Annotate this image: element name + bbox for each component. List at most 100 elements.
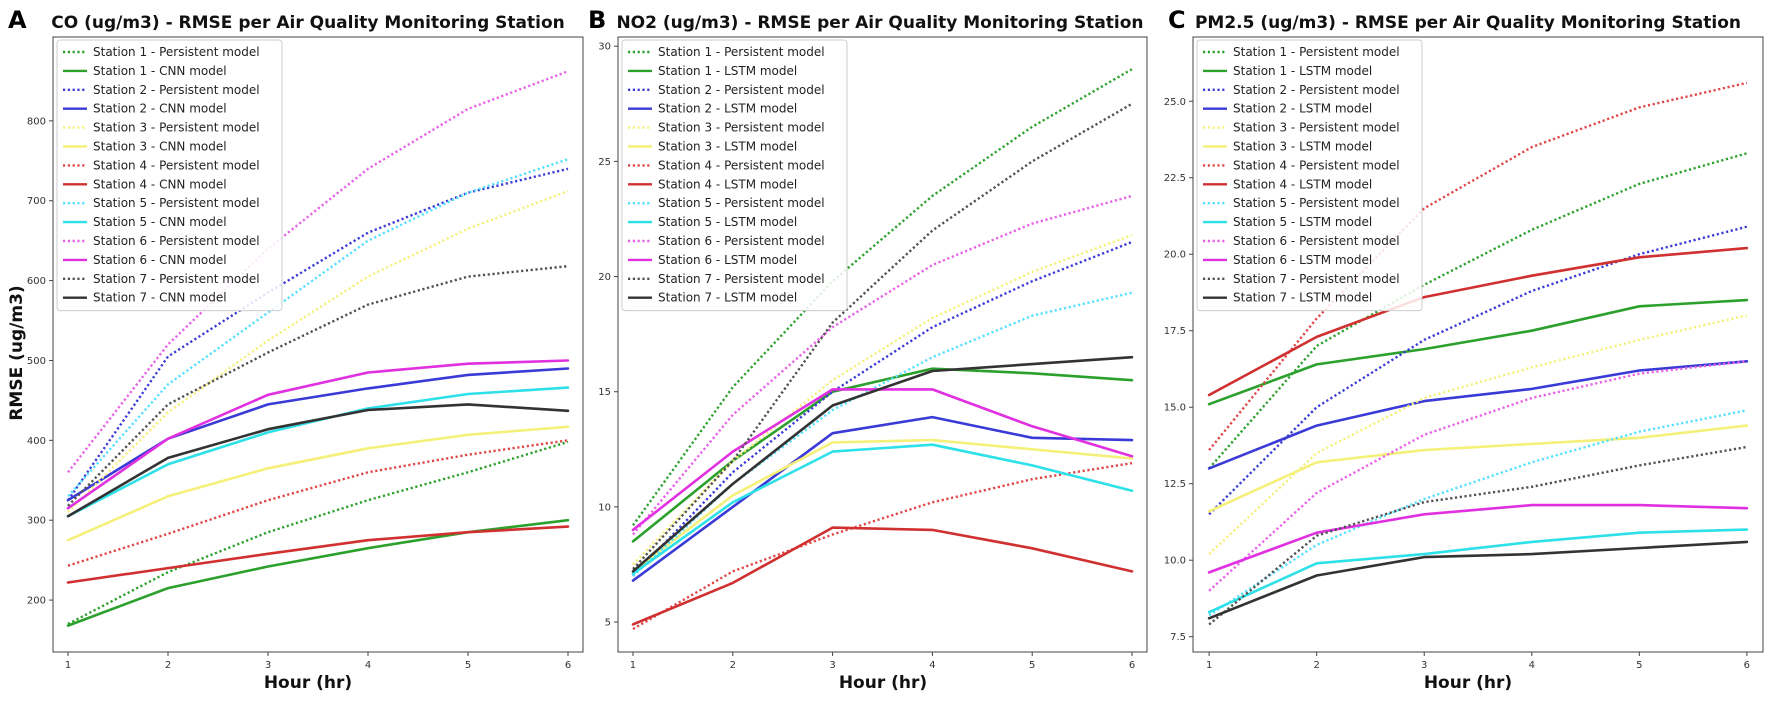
panel-b-y-tick-label: 15 <box>598 387 611 398</box>
series-line <box>1207 503 1749 574</box>
legend-entry-label: Station 2 - Persistent model <box>93 83 260 97</box>
panel-c-title: PM2.5 (ug/m3) - RMSE per Air Quality Mon… <box>1195 13 1741 33</box>
panel-c: C PM2.5 (ug/m3) - RMSE per Air Quality M… <box>1164 6 1764 693</box>
legend-entry-label: Station 1 - Persistent model <box>1233 45 1400 59</box>
panel-a-x-tick-label: 1 <box>65 660 71 671</box>
series-line <box>67 265 569 507</box>
panel-a-ticks: 1 2 3 4 5 6 200 300 400 500 600 700 800 <box>27 116 571 671</box>
panel-a-x-tick-label: 6 <box>565 660 571 671</box>
legend-entry-label: Station 7 - LSTM model <box>658 291 797 305</box>
panel-c-ticks: 1 2 3 4 5 6 7.5 10.0 12.5 15.0 17.5 20.0 22.5 25.0 <box>1164 97 1750 671</box>
panel-a-x-tick-label: 5 <box>465 660 471 671</box>
series-line <box>1208 445 1748 626</box>
panel-b-y-tick-label: 5 <box>605 618 611 629</box>
series-line <box>632 461 1133 631</box>
panel-c-y-tick-label: 25.0 <box>1164 97 1186 108</box>
series-line <box>632 240 1133 577</box>
series-line <box>1208 81 1748 451</box>
series-line <box>1208 314 1748 555</box>
legend-entry-label: Station 6 - Persistent model <box>1233 234 1400 248</box>
series-line <box>67 70 569 474</box>
panel-c-x-tick-label: 2 <box>1313 660 1319 671</box>
legend-entry-label: Station 6 - LSTM model <box>658 253 797 267</box>
series-line <box>1208 360 1748 592</box>
series-line <box>632 194 1133 536</box>
series-line <box>1207 424 1749 513</box>
legend-entry-label: Station 5 - LSTM model <box>658 215 797 229</box>
panel-b-y-tick-label: 10 <box>598 502 611 513</box>
series-line <box>631 443 1134 576</box>
panel-c-y-tick-label: 12.5 <box>1164 479 1186 490</box>
legend-entry-label: Station 4 - LSTM model <box>658 177 797 191</box>
panel-c-lines <box>1207 81 1749 626</box>
panel-a-title: CO (ug/m3) - RMSE per Air Quality Monito… <box>51 13 565 33</box>
legend-entry-label: Station 5 - Persistent model <box>658 196 825 210</box>
legend-entry-label: Station 4 - Persistent model <box>1233 158 1400 172</box>
panel-letter-b: B <box>588 6 606 34</box>
legend-entry-label: Station 6 - LSTM model <box>1233 253 1372 267</box>
series-line <box>631 415 1134 582</box>
legend-entry-label: Station 2 - Persistent model <box>658 83 825 97</box>
series-line <box>67 440 569 626</box>
series-line <box>66 359 570 510</box>
panel-b-x-axis-label: Hour (hr) <box>839 673 927 693</box>
legend-entry-label: Station 6 - CNN model <box>93 253 227 267</box>
panel-c-y-tick-label: 17.5 <box>1164 326 1186 337</box>
panel-b-x-tick-label: 3 <box>829 660 835 671</box>
panel-c-x-tick-label: 4 <box>1529 660 1535 671</box>
series-line <box>66 403 570 518</box>
panel-b-x-tick-label: 2 <box>730 660 736 671</box>
panel-c-x-tick-label: 5 <box>1636 660 1642 671</box>
panel-c-x-tick-label: 1 <box>1206 660 1212 671</box>
legend-entry-label: Station 2 - LSTM model <box>658 102 797 116</box>
panel-a: A CO (ug/m3) - RMSE per Air Quality Moni… <box>7 6 584 693</box>
legend-box <box>621 39 848 312</box>
panel-b-lines <box>631 68 1134 631</box>
panel-c-y-tick-label: 20.0 <box>1164 250 1186 261</box>
series-line <box>631 526 1134 626</box>
legend-entry-label: Station 1 - LSTM model <box>1233 64 1372 78</box>
legend-entry-label: Station 7 - Persistent model <box>1233 272 1400 286</box>
panel-a-x-axis-label: Hour (hr) <box>264 673 352 693</box>
panel-a-y-tick-label: 800 <box>27 116 46 127</box>
panel-b-x-tick-label: 4 <box>929 660 935 671</box>
panel-letter-c: C <box>1168 6 1186 34</box>
legend-entry-label: Station 2 - CNN model <box>93 102 227 116</box>
legend-entry-label: Station 3 - Persistent model <box>93 121 260 135</box>
series-line <box>632 102 1133 570</box>
series-line <box>1207 246 1749 397</box>
panel-a-y-axis-label: RMSE (ug/m3) <box>7 285 27 420</box>
series-line <box>67 189 569 514</box>
legend-entry-label: Station 3 - Persistent model <box>658 121 825 135</box>
panel-a-x-tick-label: 4 <box>365 660 371 671</box>
legend-entry-label: Station 5 - LSTM model <box>1233 215 1372 229</box>
legend-entry-label: Station 3 - LSTM model <box>658 140 797 154</box>
series-line <box>67 439 569 567</box>
legend-entry-label: Station 2 - Persistent model <box>1233 83 1400 97</box>
series-line <box>1208 409 1748 617</box>
panel-b-y-tick-label: 30 <box>598 42 611 53</box>
legend-entry-label: Station 1 - Persistent model <box>93 45 260 59</box>
panel-c-x-tick-label: 6 <box>1744 660 1750 671</box>
series-line <box>631 355 1134 573</box>
panel-c-x-axis-label: Hour (hr) <box>1424 673 1512 693</box>
legend-entry-label: Station 3 - CNN model <box>93 140 227 154</box>
legend-box <box>56 39 283 312</box>
panel-c-legend: Station 1 - Persistent model Station 1 - … <box>1196 39 1423 312</box>
series-line <box>67 167 569 501</box>
panel-a-y-tick-label: 200 <box>27 596 46 607</box>
legend-entry-label: Station 6 - Persistent model <box>658 234 825 248</box>
panel-a-y-tick-label: 700 <box>27 196 46 207</box>
series-line <box>631 438 1134 573</box>
series-line <box>1207 359 1749 470</box>
legend-entry-label: Station 3 - LSTM model <box>1233 140 1372 154</box>
panel-a-y-tick-label: 400 <box>27 436 46 447</box>
legend-entry-label: Station 1 - Persistent model <box>658 45 825 59</box>
panel-a-y-tick-label: 500 <box>27 356 46 367</box>
legend-entry-label: Station 7 - Persistent model <box>93 272 260 286</box>
legend-box <box>1196 39 1423 312</box>
panel-b-y-tick-label: 25 <box>598 157 611 168</box>
panel-a-legend: Station 1 - Persistent model Station 1 - … <box>56 39 283 312</box>
series-line <box>1208 225 1748 516</box>
